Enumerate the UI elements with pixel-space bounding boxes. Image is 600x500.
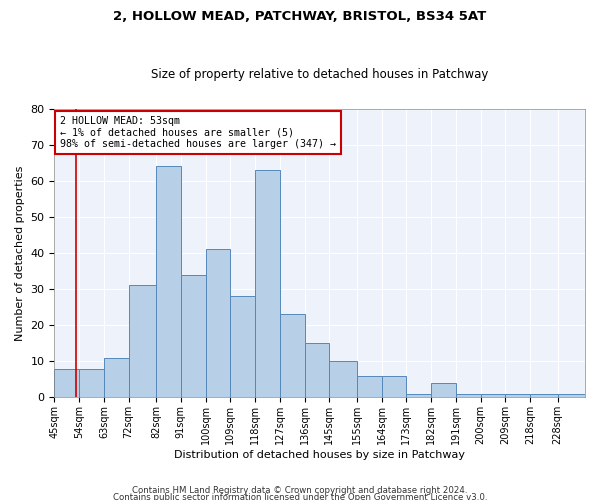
Bar [104,358,128,398]
Text: Contains HM Land Registry data © Crown copyright and database right 2024.: Contains HM Land Registry data © Crown c… [132,486,468,495]
X-axis label: Distribution of detached houses by size in Patchway: Distribution of detached houses by size … [174,450,465,460]
Bar [456,394,481,398]
Bar [280,314,305,398]
Bar [382,376,406,398]
Bar [505,394,530,398]
Bar [206,250,230,398]
Bar [79,368,104,398]
Bar [530,394,557,398]
Bar [357,376,382,398]
Bar [181,274,206,398]
Bar [305,344,329,398]
Y-axis label: Number of detached properties: Number of detached properties [15,166,25,340]
Bar [230,296,255,398]
Bar [128,286,156,398]
Bar [156,166,181,398]
Bar [255,170,280,398]
Text: Contains public sector information licensed under the Open Government Licence v3: Contains public sector information licen… [113,494,487,500]
Bar [481,394,505,398]
Bar [406,394,431,398]
Title: Size of property relative to detached houses in Patchway: Size of property relative to detached ho… [151,68,488,81]
Text: 2, HOLLOW MEAD, PATCHWAY, BRISTOL, BS34 5AT: 2, HOLLOW MEAD, PATCHWAY, BRISTOL, BS34 … [113,10,487,23]
Bar [329,362,357,398]
Text: 2 HOLLOW MEAD: 53sqm
← 1% of detached houses are smaller (5)
98% of semi-detache: 2 HOLLOW MEAD: 53sqm ← 1% of detached ho… [60,116,336,149]
Bar [55,368,79,398]
Bar [557,394,585,398]
Bar [431,383,456,398]
